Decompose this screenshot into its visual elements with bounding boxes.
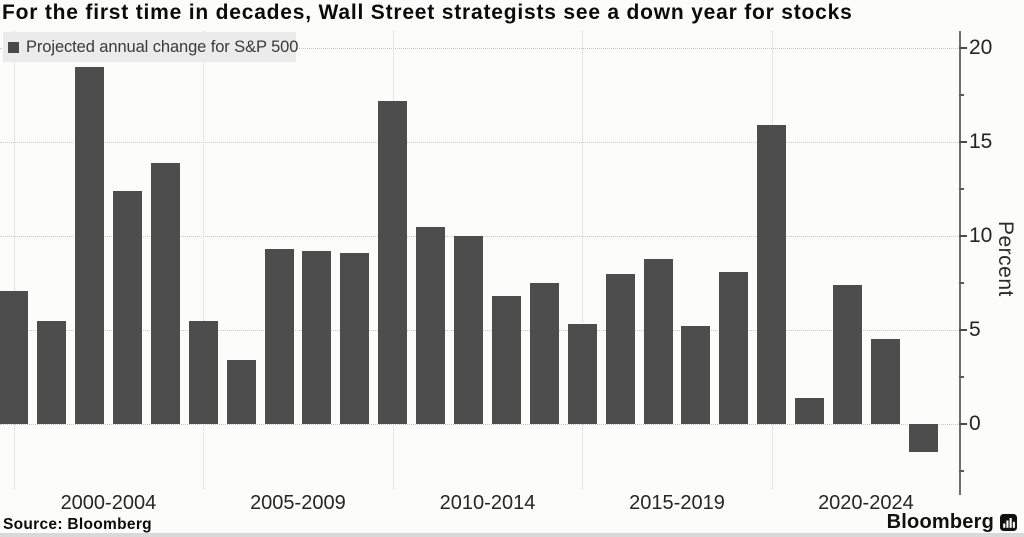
bar-2018 [719, 271, 749, 424]
bar-1999 [0, 290, 29, 424]
x-group-label-2010-2014: 2010-2014 [439, 492, 536, 514]
bar-2013 [529, 283, 559, 424]
y-tick-0 [959, 423, 967, 425]
bar-2009 [378, 100, 408, 424]
x-group-label-2005-2009: 2005-2009 [250, 492, 346, 514]
bar-2004 [188, 320, 218, 424]
legend-marker-icon [8, 41, 19, 53]
y-tick-label-5: 5 [969, 318, 981, 341]
legend-label: Projected annual change for S&P 500 [26, 37, 299, 56]
y-tick-10 [959, 235, 967, 237]
y-tick-label-20: 20 [969, 36, 993, 59]
bar-2021 [833, 284, 862, 424]
y-tick-15 [959, 141, 967, 143]
bar-2011 [454, 236, 483, 424]
bar-2020 [795, 397, 825, 424]
bar-2015 [605, 273, 635, 424]
bar-2012 [491, 296, 521, 424]
bar-2005 [226, 360, 256, 424]
bar-2016 [643, 258, 673, 424]
gridline-v-2004 [203, 31, 205, 489]
bar-2003 [150, 162, 180, 424]
y-axis-title: Percent [994, 221, 1017, 297]
bar-2023 [908, 424, 938, 453]
y-minor-tick-12.5 [959, 188, 964, 190]
y-tick-label-15: 15 [969, 130, 993, 153]
bloomberg-wordmark: Bloomberg [886, 511, 994, 533]
bar-2006 [264, 249, 294, 424]
bar-2007 [302, 251, 332, 424]
source-credit: Source: Bloomberg [3, 516, 152, 533]
plot-area [0, 31, 960, 489]
bar-2017 [681, 326, 711, 424]
y-tick-label-10: 10 [969, 224, 993, 247]
y-tick-label-0: 0 [969, 412, 981, 435]
bar-2022 [870, 339, 900, 424]
gridline-h-15 [0, 142, 960, 143]
y-tick-20 [959, 47, 967, 49]
bar-2002 [112, 190, 142, 424]
x-group-label-2000-2004: 2000-2004 [60, 492, 157, 514]
bar-2014 [567, 324, 597, 424]
y-minor-tick--2.5 [959, 470, 964, 472]
chart-title: For the first time in decades, Wall Stre… [2, 1, 853, 24]
bar-2001 [75, 66, 104, 424]
gridline-v-2014 [582, 31, 584, 489]
bar-2008 [340, 252, 370, 424]
x-group-label-2015-2019: 2015-2019 [629, 492, 725, 514]
bar-2010 [416, 226, 446, 424]
y-axis-line [959, 31, 961, 495]
gridline-v-1999 [13, 31, 15, 489]
y-minor-tick-7.5 [959, 282, 964, 284]
x-group-label-2020-2024: 2020-2024 [818, 492, 914, 514]
bloomberg-mark-icon [1000, 514, 1017, 531]
bottom-edge-strip [0, 533, 1024, 537]
bar-2019 [757, 125, 787, 424]
bloomberg-brand: Bloomberg [887, 511, 1017, 534]
legend: Projected annual change for S&P 500 [3, 32, 299, 62]
gridline-h-0 [0, 424, 960, 425]
gridline-h-20 [0, 48, 960, 49]
y-minor-tick-2.5 [959, 376, 964, 378]
y-tick-5 [959, 329, 967, 331]
bar-2000 [37, 320, 67, 424]
y-minor-tick-17.5 [959, 94, 964, 96]
